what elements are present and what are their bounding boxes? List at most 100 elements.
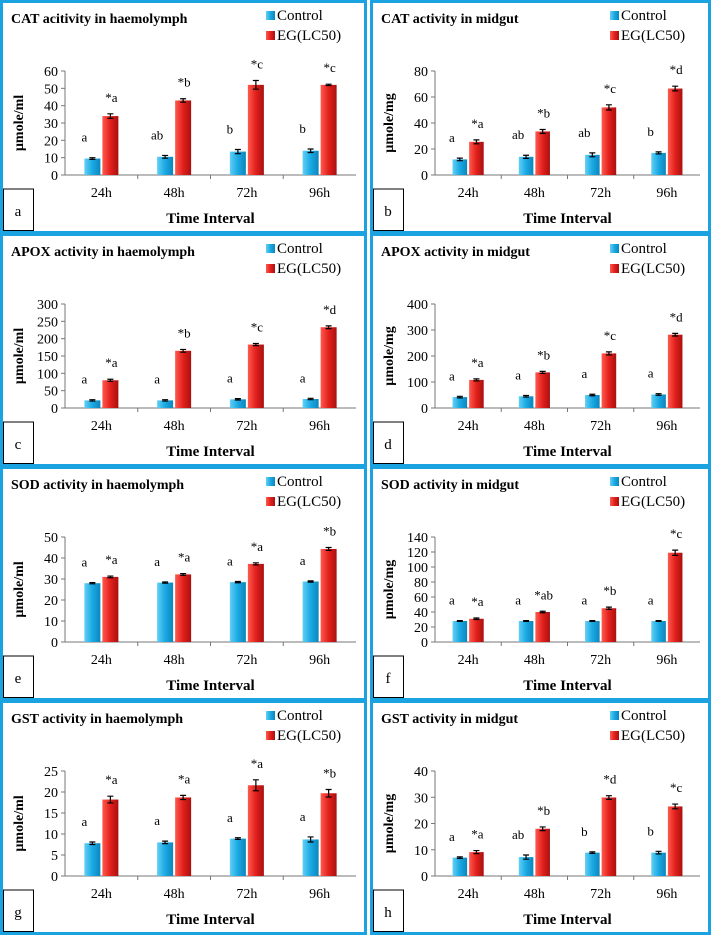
bar-eg-48h	[535, 372, 550, 408]
chart-svg: CAT acitivity in haemolymph Control EG(LC5…	[3, 8, 356, 231]
error-bar	[89, 841, 96, 846]
y-tick-label: 40	[44, 552, 58, 567]
y-tick-label: 40	[414, 765, 428, 780]
bar-control-48h	[518, 857, 534, 876]
significance-label: a	[81, 555, 87, 570]
significance-label: *ab	[534, 587, 553, 602]
error-bar	[605, 606, 612, 610]
bar-eg-24h	[102, 799, 119, 876]
error-bar	[325, 325, 332, 330]
legend-label-eg: EG(LC50)	[621, 261, 685, 277]
x-tick-label: 96h	[309, 887, 330, 902]
bar-eg-72h	[601, 608, 617, 642]
legend-label-eg: EG(LC50)	[621, 728, 685, 744]
significance-label: *b	[323, 524, 336, 539]
x-tick-label: 48h	[164, 419, 185, 434]
chart-svg: GST activity in midgut Control EG(LC50) 0 10…	[373, 708, 700, 932]
error-bar	[539, 826, 546, 832]
y-tick-label: 250	[37, 315, 58, 330]
chart-svg: CAT activity in midgut Control EG(LC50) 0 20…	[373, 8, 700, 231]
y-axis-label: µmole/mg	[382, 560, 397, 619]
error-bar	[605, 104, 612, 111]
chart-svg: SOD activity in haemolymph Control EG(LC50…	[3, 474, 356, 698]
significance-label: a	[81, 372, 87, 387]
significance-label: *b	[603, 583, 616, 598]
error-bar	[473, 617, 480, 621]
x-tick-label: 24h	[91, 419, 112, 434]
chart-panel-b: CAT activity in midgut Control EG(LC50) 0 20…	[370, 0, 711, 234]
bar-control-96h	[651, 852, 666, 876]
legend-label-control: Control	[277, 241, 323, 257]
x-axis-label: Time Interval	[523, 678, 611, 694]
y-axis-label: µmole/mg	[382, 326, 397, 385]
legend-swatch-eg	[266, 497, 275, 506]
error-bar	[325, 788, 332, 798]
panel-letter: b	[384, 204, 392, 220]
bar-control-72h	[585, 621, 600, 642]
error-bar	[252, 79, 259, 90]
significance-label: *b	[178, 75, 191, 90]
chart-title: SOD activity in haemolymph	[11, 478, 184, 493]
y-tick-label: 0	[51, 870, 58, 885]
y-tick-label: 60	[414, 591, 428, 606]
error-bar	[307, 148, 314, 154]
bar-control-96h	[302, 581, 319, 642]
bar-control-72h	[229, 582, 246, 642]
bar-control-24h	[84, 158, 101, 175]
significance-label: a	[300, 370, 306, 385]
significance-label: *b	[537, 803, 550, 818]
significance-label: *a	[251, 756, 264, 771]
significance-label: a	[154, 554, 160, 569]
x-axis-label: Time Interval	[166, 678, 254, 694]
error-bar	[655, 620, 662, 622]
error-bar	[162, 399, 169, 402]
x-tick-label: 48h	[164, 186, 185, 201]
x-tick-label: 72h	[590, 653, 611, 668]
significance-label: *a	[251, 539, 264, 554]
y-tick-label: 120	[407, 546, 428, 561]
y-tick-label: 10	[44, 828, 58, 843]
bar-eg-24h	[102, 576, 119, 642]
bar-control-24h	[452, 397, 468, 408]
legend-label-eg: EG(LC50)	[277, 728, 341, 744]
x-axis-label: Time Interval	[523, 912, 611, 928]
x-tick-label: 96h	[309, 419, 330, 434]
x-tick-label: 24h	[458, 653, 479, 668]
significance-label: b	[647, 823, 654, 838]
x-tick-label: 48h	[524, 186, 545, 201]
y-tick-label: 50	[44, 531, 58, 546]
x-tick-label: 72h	[590, 186, 611, 201]
significance-label: a	[581, 366, 587, 381]
y-tick-label: 15	[44, 807, 58, 822]
bar-eg-24h	[469, 141, 484, 175]
bar-control-96h	[302, 839, 319, 876]
y-tick-label: 0	[421, 402, 428, 417]
error-bar	[107, 575, 114, 579]
chart-title: GST activity in haemolymph	[11, 712, 183, 727]
bar-control-72h	[229, 399, 246, 408]
error-bar	[162, 154, 169, 159]
bar-control-96h	[651, 394, 666, 408]
significance-label: *c	[670, 526, 683, 541]
y-tick-label: 0	[421, 870, 428, 885]
legend-swatch-control	[610, 11, 619, 20]
error-bar	[307, 836, 314, 843]
x-tick-label: 96h	[656, 887, 677, 902]
error-bar	[523, 154, 530, 159]
panel-letter-box	[3, 889, 34, 932]
significance-label: b	[581, 824, 588, 839]
bar-eg-96h	[320, 84, 337, 175]
significance-label: *a	[178, 771, 191, 786]
panel-letter: d	[384, 437, 392, 453]
legend-label-control: Control	[621, 474, 667, 490]
significance-label: *a	[471, 116, 484, 131]
y-tick-label: 50	[44, 385, 58, 400]
significance-label: *c	[251, 57, 264, 72]
legend-swatch-eg	[266, 31, 275, 40]
panel-letter: e	[15, 671, 22, 687]
x-tick-label: 48h	[524, 419, 545, 434]
bar-control-24h	[84, 843, 101, 876]
error-bar	[473, 378, 480, 382]
significance-label: a	[449, 829, 455, 844]
error-bar	[252, 562, 259, 566]
